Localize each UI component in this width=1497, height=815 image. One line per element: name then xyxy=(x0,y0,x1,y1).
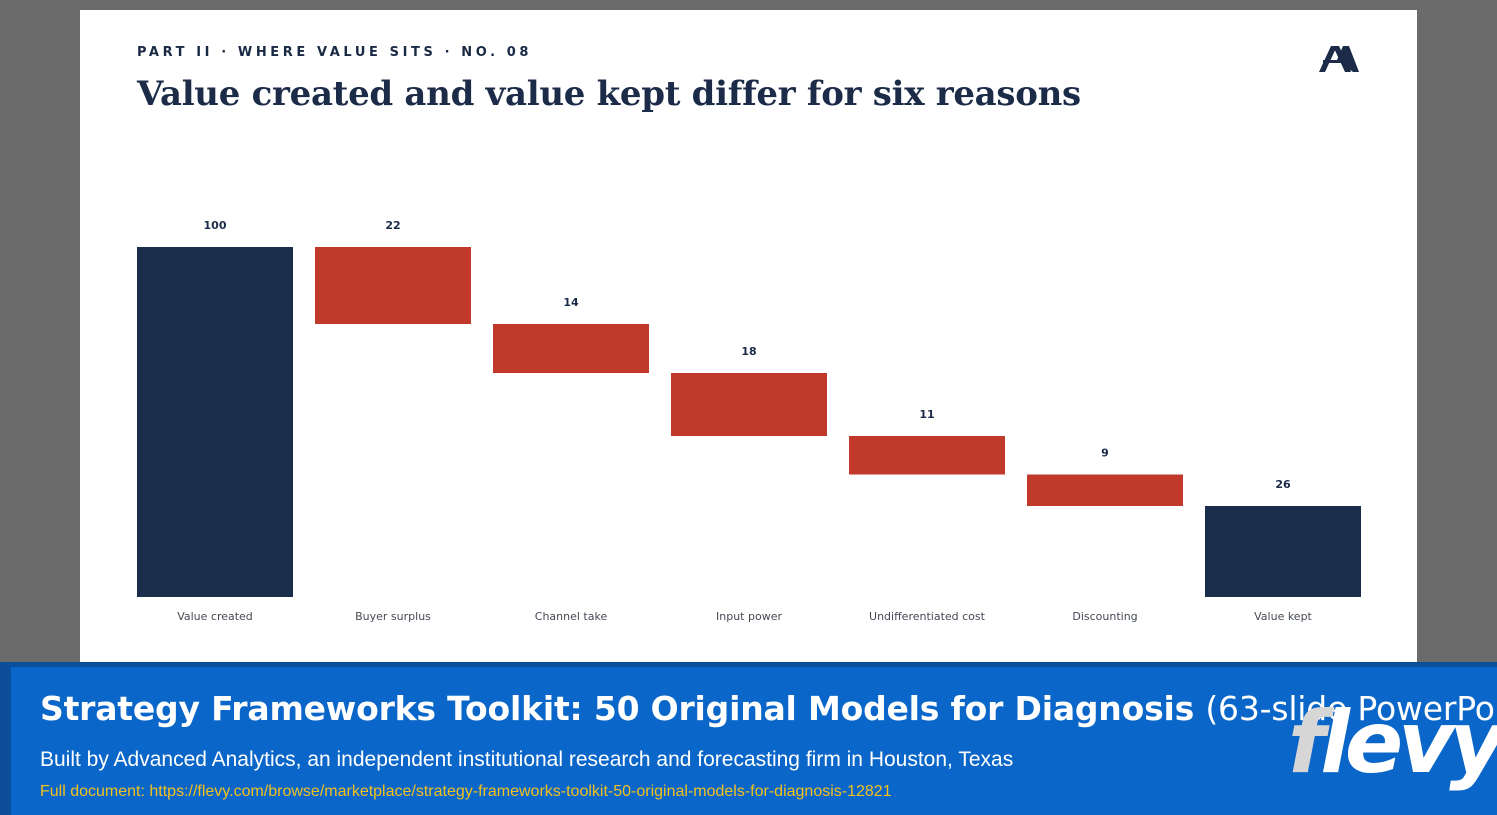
mountain-monogram-logo-icon xyxy=(1319,46,1359,72)
flevy-logo-rest: levy xyxy=(1320,693,1497,793)
flevy-logo-f: f xyxy=(1288,693,1325,793)
bar-value-created xyxy=(137,247,293,597)
category-label: Channel take xyxy=(535,610,608,623)
value-label: 18 xyxy=(741,345,756,358)
category-label: Input power xyxy=(716,610,782,623)
slide-eyebrow: PART II · WHERE VALUE SITS · NO. 08 xyxy=(137,45,533,60)
flevy-logo[interactable]: flevy xyxy=(1288,700,1497,786)
category-label: Value created xyxy=(177,610,253,623)
banner-title: Strategy Frameworks Toolkit: 50 Original… xyxy=(40,689,1497,728)
waterfall-chart: 100 Value created 22 Buyer surplus 14 Channel… xyxy=(137,219,1361,623)
category-label: Value kept xyxy=(1254,610,1312,623)
slide-title: Value created and value kept differ for … xyxy=(137,74,1081,114)
bar-input-power xyxy=(671,373,827,436)
category-label: Discounting xyxy=(1072,610,1137,623)
promo-banner-panel xyxy=(11,667,1497,815)
banner-url-link[interactable]: Full document: https://flevy.com/browse/… xyxy=(40,783,892,800)
value-label: 11 xyxy=(919,408,934,421)
bar-value-kept xyxy=(1205,506,1361,597)
value-label: 100 xyxy=(204,219,227,232)
banner-title-light: (63-slide PowerPoint) xyxy=(1205,689,1497,728)
banner-subtitle: Built by Advanced Analytics, an independ… xyxy=(40,748,1014,771)
promo-banner xyxy=(0,662,1497,815)
bar-channel-take xyxy=(493,324,649,373)
slide: PART II · WHERE VALUE SITS · NO. 08 Valu… xyxy=(80,10,1417,662)
bar-undifferentiated-cost xyxy=(849,436,1005,475)
value-label: 26 xyxy=(1275,478,1291,491)
value-label: 9 xyxy=(1101,447,1109,460)
bar-discounting xyxy=(1027,474,1183,506)
category-label: Buyer surplus xyxy=(355,610,431,623)
value-label: 22 xyxy=(385,219,400,232)
banner-title-bold: Strategy Frameworks Toolkit: 50 Original… xyxy=(40,689,1195,728)
bar-buyer-surplus xyxy=(315,247,471,324)
value-label: 14 xyxy=(563,296,579,309)
category-label: Undifferentiated cost xyxy=(869,610,986,623)
